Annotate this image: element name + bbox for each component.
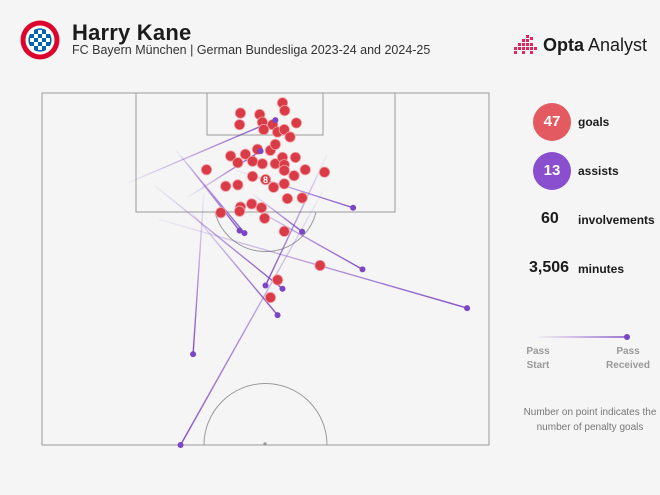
goal-point (284, 131, 296, 143)
goal-point (296, 192, 308, 204)
opta-logo-icon (514, 35, 537, 54)
goal-point (289, 151, 302, 164)
goals-badge: 47 (533, 103, 571, 141)
goal-point (232, 157, 244, 169)
goal-point (225, 150, 237, 162)
assist-pass-line (158, 218, 468, 309)
centre-spot (263, 442, 267, 446)
goal-point (215, 207, 227, 219)
goal-point (233, 205, 246, 217)
goal-point (259, 173, 272, 186)
assist-received-point (262, 282, 269, 289)
minutes-label: minutes (578, 262, 625, 276)
legend-pass-start: Pass Start (526, 346, 550, 371)
brand-text: Opta Analyst (543, 35, 647, 56)
involvements-label: involvements (578, 213, 655, 227)
assist-received-point (241, 230, 248, 237)
assist-points (177, 117, 471, 448)
goal-point (264, 291, 277, 304)
assists-value: 13 (543, 162, 561, 179)
goal-point (246, 170, 259, 183)
legend-pass-received: Pass Received (606, 346, 650, 371)
brand-bold: Opta (543, 35, 585, 55)
assist-received-point (299, 228, 306, 235)
goals-value: 47 (543, 113, 561, 130)
pitch-outline (41, 92, 490, 446)
goal-point (246, 198, 258, 210)
assist-lines (127, 119, 468, 446)
assist-received-point (177, 442, 184, 448)
assist-received-point (350, 204, 357, 211)
goal-point (246, 155, 259, 167)
goal-point (318, 166, 331, 178)
goal-point (278, 178, 290, 190)
goal-points: 8 (200, 97, 331, 304)
header: Harry Kane FC Bayern München | German Bu… (0, 0, 660, 80)
subtitle: FC Bayern München | German Bundesliga 20… (72, 43, 431, 57)
goal-point (258, 124, 270, 136)
goal-point (234, 107, 247, 119)
goal-point (279, 105, 291, 117)
goal-point (232, 179, 244, 191)
assist-pass-line (127, 119, 276, 184)
assist-pass-line (192, 193, 205, 355)
assist-received-point (274, 312, 281, 319)
pass-legend (538, 334, 630, 340)
goal-point (239, 148, 251, 160)
involvements-value: 60 (541, 210, 559, 227)
goal-point (314, 259, 326, 272)
goal-point (267, 181, 280, 193)
legend-received-point (624, 334, 630, 340)
minutes-value: 3,506 (529, 259, 570, 276)
goals-label: goals (578, 115, 610, 129)
assist-pass-line (264, 154, 328, 286)
goal-point (255, 202, 268, 214)
assists-label: assists (578, 164, 619, 178)
goal-point (281, 193, 294, 205)
assist-received-point (464, 305, 471, 312)
assist-pass-line (189, 209, 279, 316)
assist-received-point (190, 351, 197, 358)
assist-received-point (236, 227, 243, 234)
opta-analyst-logo: Opta Analyst (514, 33, 654, 59)
goal-point (278, 225, 290, 237)
goal-point (269, 138, 281, 150)
assist-pass-line (180, 155, 241, 232)
penalty-arc (214, 211, 317, 253)
penalty-count-label: 8 (263, 175, 268, 185)
player-name: Harry Kane (72, 20, 192, 45)
goal-point (220, 180, 232, 192)
goal-point (200, 164, 213, 176)
assists-badge: 13 (533, 152, 571, 190)
assist-received-point (359, 266, 366, 273)
goal-point (278, 124, 290, 136)
goal-point (290, 117, 302, 129)
goal-point (288, 170, 300, 182)
fc-bayern-crest-icon (20, 20, 60, 60)
assist-pass-line (179, 190, 324, 446)
goal-point (299, 164, 311, 176)
goal-point (233, 119, 246, 131)
goal-point (278, 164, 290, 177)
goal-point (256, 158, 268, 170)
pitch-lines (41, 92, 490, 446)
goal-point (271, 274, 284, 286)
goal-point (259, 212, 271, 224)
centre-circle (203, 383, 328, 446)
assist-received-point (257, 148, 264, 155)
penalty-note: Number on point indicates the number of … (523, 407, 657, 433)
assist-received-point (279, 285, 286, 292)
assist-received-point (272, 117, 279, 124)
brand-light: Analyst (584, 35, 648, 55)
